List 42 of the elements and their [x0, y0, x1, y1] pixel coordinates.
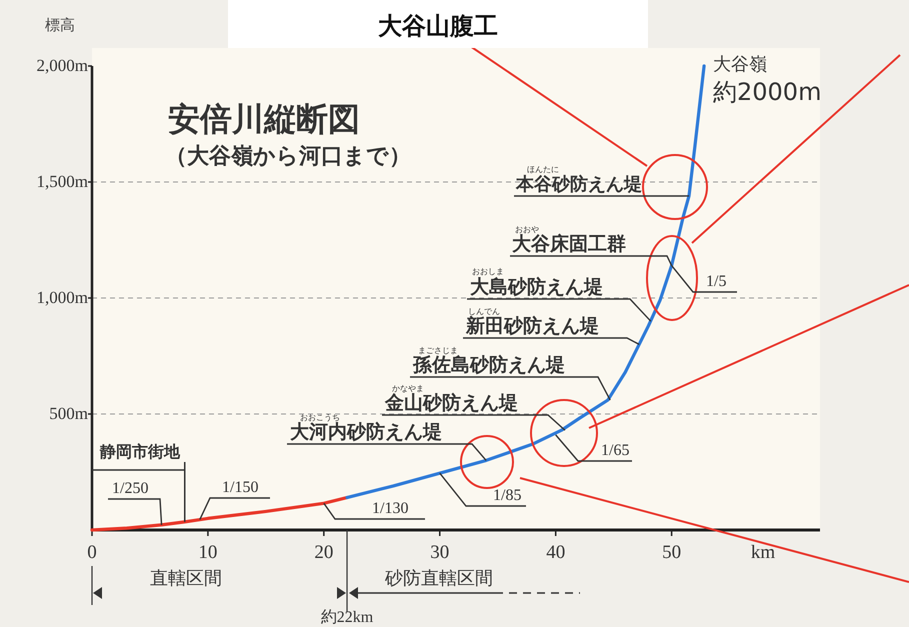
y-axis-title: 標高 [45, 16, 75, 34]
annotation: 大河内砂防えん堤 [290, 421, 442, 443]
chart-title: 大谷山腹工 [378, 12, 498, 40]
annotation: 静岡市街地 [99, 442, 181, 461]
y-tick-label: 1,000m [36, 288, 88, 307]
annotation: （大谷嶺から河口まで） [165, 144, 411, 169]
annotation: しんでん [468, 307, 500, 316]
y-tick-label: 1,500m [36, 172, 88, 191]
annotation: 新田砂防えん堤 [465, 315, 599, 337]
annotation: 本谷砂防えん堤 [515, 174, 642, 195]
x-tick-label: 40 [546, 542, 566, 563]
annotation: 約2000m [713, 78, 822, 106]
annotation: 金山砂防えん堤 [384, 392, 518, 414]
annotation: 1/5 [706, 273, 726, 290]
annotation: ほんたに [527, 165, 559, 174]
text: 直轄区間 [150, 568, 222, 589]
x-tick-label: 50 [662, 542, 682, 563]
x-tick-label: 20 [314, 542, 334, 563]
annotation: おおや [515, 225, 539, 234]
annotation: 1/85 [493, 487, 522, 504]
annotation: 孫佐島砂防えん堤 [412, 354, 565, 376]
y-tick-label: 500m [49, 404, 88, 423]
annotation: 1/65 [601, 442, 630, 459]
annotation: 1/130 [372, 500, 408, 517]
ref-line-label: 約22km [320, 609, 374, 626]
x-axis-title: km [750, 542, 776, 563]
annotation: おおしま [472, 267, 504, 276]
annotation: 1/250 [112, 480, 148, 497]
annotation: 大谷嶺 [713, 54, 767, 75]
x-tick-label: 30 [430, 542, 450, 563]
x-tick-label: 10 [198, 542, 218, 563]
annotation: かなやま [392, 384, 424, 393]
text: 安倍川縦断図 [168, 100, 360, 138]
line-series [90, 496, 349, 532]
text: 砂防直轄区間 [384, 568, 493, 589]
annotation: 大島砂防えん堤 [470, 276, 603, 298]
annotation: まごさじま [418, 346, 458, 355]
y-tick-label: 2,000m [36, 56, 88, 75]
annotation: 1/150 [222, 479, 258, 496]
x-tick-label: 0 [87, 542, 97, 563]
annotation: おおこうち [300, 413, 340, 422]
annotation: 大谷床固工群 [512, 233, 626, 255]
